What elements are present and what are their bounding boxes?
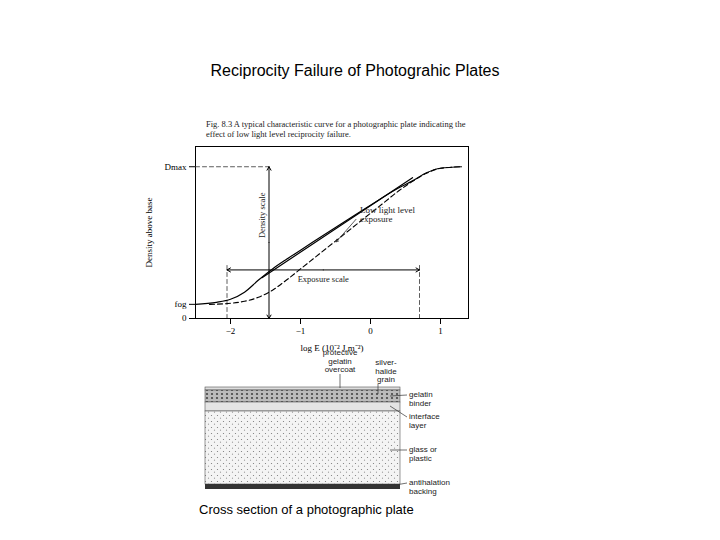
svg-text:−2: −2 xyxy=(226,326,236,336)
svg-text:Dmax: Dmax xyxy=(165,162,187,172)
svg-text:Low light levelexposure: Low light levelexposure xyxy=(360,205,415,224)
svg-text:interfacelayer: interfacelayer xyxy=(409,412,440,430)
svg-text:protectivegelatinovercoat: protectivegelatinovercoat xyxy=(323,348,358,374)
svg-text:gelatinbinder: gelatinbinder xyxy=(409,390,433,408)
html-text:Fig. 8.3 A typical characteris: Fig. 8.3 A typical characteristic curve … xyxy=(206,119,466,140)
svg-text:0: 0 xyxy=(368,326,373,336)
svg-text:silver-halidegrain: silver-halidegrain xyxy=(375,358,397,384)
svg-text:Exposure scale: Exposure scale xyxy=(298,274,349,284)
html-text:Cross section of a photographi: Cross section of a photographic plate xyxy=(199,502,414,517)
svg-text:1: 1 xyxy=(438,326,443,336)
svg-text:glass orplastic: glass orplastic xyxy=(409,445,437,463)
svg-text:−1: −1 xyxy=(296,326,306,336)
svg-text:Density scale: Density scale xyxy=(257,192,267,238)
html-text:Reciprocity Failure of Photogr: Reciprocity Failure of Photograhic Plate… xyxy=(210,62,500,79)
svg-text:0: 0 xyxy=(182,313,187,323)
svg-text:antihalationbacking: antihalationbacking xyxy=(409,478,450,496)
svg-text:fog: fog xyxy=(175,299,187,309)
svg-text:Density above base: Density above base xyxy=(144,198,154,268)
